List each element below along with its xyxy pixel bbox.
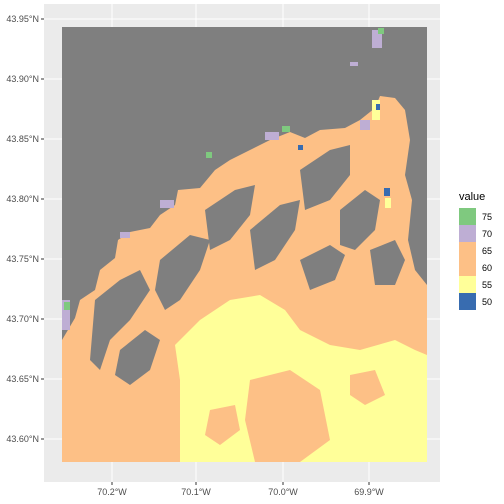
patch-70-5 — [360, 120, 370, 130]
channel-3 — [205, 185, 255, 250]
y-tick-label-2: 43.90°N — [6, 74, 39, 84]
legend-label-70: 70 — [482, 229, 492, 239]
patch-75-3 — [206, 152, 212, 158]
legend-label-75: 75 — [482, 212, 492, 222]
channel-2 — [155, 235, 210, 310]
legend-key-50 — [459, 293, 476, 310]
patch-75-1 — [64, 302, 70, 310]
x-axis-labels: 70.2°W 70.1°W 70.0°W 69.9°W — [97, 487, 384, 497]
y-tick-label-8: 43.60°N — [6, 434, 39, 444]
patch-70-6 — [372, 30, 382, 48]
patch-60-3 — [350, 370, 385, 405]
channel-5 — [300, 145, 350, 210]
legend-item-65: 65 — [459, 242, 492, 259]
legend-key-60 — [459, 259, 476, 276]
channel-8 — [300, 245, 345, 290]
y-tick-label-6: 43.70°N — [6, 314, 39, 324]
speck-55-2 — [385, 198, 391, 208]
y-axis-ticks — [41, 18, 44, 440]
x-axis-ticks — [111, 482, 370, 485]
speck-50-2 — [298, 145, 303, 150]
legend-item-75: 75 — [459, 208, 492, 225]
y-tick-label-7: 43.65°N — [6, 374, 39, 384]
patch-75-2 — [282, 126, 290, 132]
patch-60-2 — [205, 405, 240, 445]
legend-item-55: 55 — [459, 276, 492, 293]
channel-7 — [115, 330, 160, 385]
channel-6 — [340, 190, 380, 250]
y-tick-label-5: 43.75°N — [6, 254, 39, 264]
raster-value-75-patches — [64, 28, 384, 310]
patch-60-1 — [245, 370, 330, 462]
patch-70-4 — [265, 132, 279, 140]
raster-value-70-patches — [62, 30, 382, 330]
legend-key-75 — [459, 208, 476, 225]
speck-50-1 — [384, 188, 390, 196]
legend-title: value — [459, 191, 485, 203]
y-axis-labels: 43.95°N 43.90°N 43.85°N 43.80°N 43.75°N … — [6, 14, 39, 444]
x-tick-label-4: 69.9°W — [354, 487, 384, 497]
channel-4 — [250, 200, 300, 270]
patch-75-4 — [378, 28, 384, 34]
patch-70-2 — [120, 232, 130, 238]
channel-1 — [90, 270, 150, 370]
y-tick-label-4: 43.80°N — [6, 194, 39, 204]
x-tick-label-1: 70.2°W — [97, 487, 127, 497]
x-tick-label-3: 70.0°W — [268, 487, 298, 497]
y-tick-label-1: 43.95°N — [6, 14, 39, 24]
legend-item-60: 60 — [459, 259, 492, 276]
speck-50-3 — [376, 104, 380, 110]
patch-70-7 — [350, 62, 358, 66]
legend-key-70 — [459, 225, 476, 242]
legend-item-70: 70 — [459, 225, 492, 242]
x-tick-label-2: 70.1°W — [181, 487, 211, 497]
legend-label-55: 55 — [482, 280, 492, 290]
raster-value-60-patches — [205, 370, 385, 462]
patch-70-3 — [160, 200, 174, 208]
water-channels — [90, 145, 405, 385]
raster-value-50-specks — [298, 104, 390, 196]
legend-item-50: 50 — [459, 293, 492, 310]
y-tick-label-3: 43.85°N — [6, 134, 39, 144]
legend-label-50: 50 — [482, 297, 492, 307]
patch-70-1 — [62, 300, 70, 330]
legend-key-65 — [459, 242, 476, 259]
legend: value 75 70 65 60 55 50 — [459, 191, 492, 310]
legend-label-65: 65 — [482, 246, 492, 256]
legend-label-60: 60 — [482, 263, 492, 273]
legend-key-55 — [459, 276, 476, 293]
channel-9 — [370, 240, 405, 285]
